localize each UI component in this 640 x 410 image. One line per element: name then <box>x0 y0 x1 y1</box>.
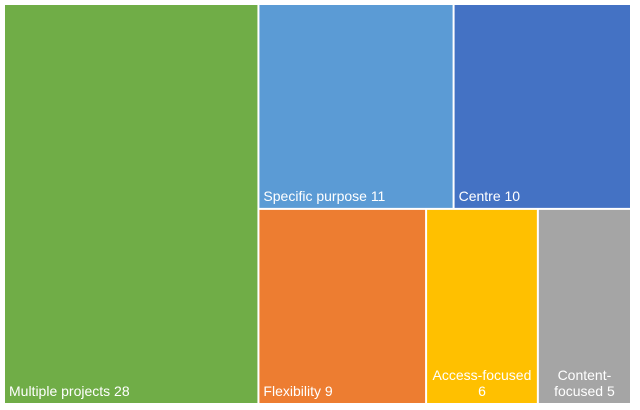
tile-flexibility <box>259 209 426 403</box>
tile-access-focused <box>427 209 537 403</box>
tile-label-centre: Centre 10 <box>459 188 521 204</box>
tile-specific-purpose <box>259 5 453 208</box>
tile-label-multiple-projects: Multiple projects 28 <box>9 383 130 399</box>
tile-centre <box>454 5 630 208</box>
tile-label-access-focused-line-1: Access-focused <box>433 367 532 383</box>
tile-label-content-focused-line-2: focused 5 <box>554 383 615 399</box>
tile-label-flexibility: Flexibility 9 <box>263 383 332 399</box>
tile-label-content-focused-line-1: Content- <box>558 367 612 383</box>
tile-multiple-projects <box>5 5 258 403</box>
tile-content-focused <box>538 209 630 403</box>
tile-label-specific-purpose: Specific purpose 11 <box>263 188 385 204</box>
tile-label-access-focused-line-2: 6 <box>478 383 486 399</box>
